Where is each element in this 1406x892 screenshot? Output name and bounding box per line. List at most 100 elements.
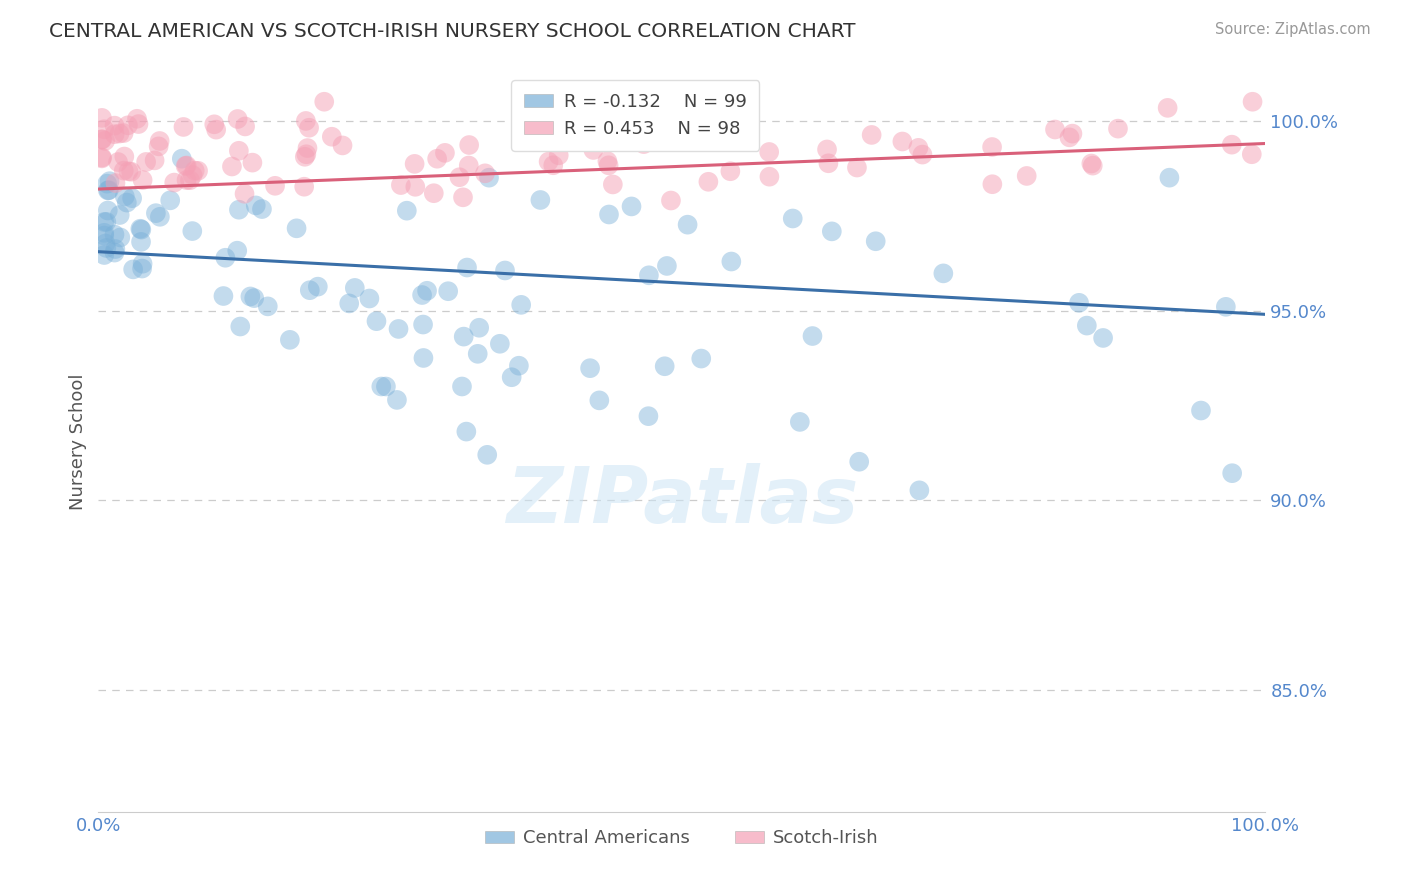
Point: [122, 262, 145, 277]
Point: [93, 215, 115, 229]
Point: [205, 122, 228, 136]
Point: [676, 218, 699, 232]
Point: [637, 409, 659, 424]
Text: CENTRAL AMERICAN VS SCOTCH-IRISH NURSERY SCHOOL CORRELATION CHART: CENTRAL AMERICAN VS SCOTCH-IRISH NURSERY…: [49, 22, 856, 41]
Point: [782, 211, 804, 226]
Point: [149, 210, 172, 224]
Point: [633, 137, 655, 152]
Point: [298, 120, 321, 135]
Point: [97, 183, 120, 197]
Point: [932, 266, 955, 280]
Point: [98, 174, 121, 188]
Point: [242, 155, 264, 169]
Point: [120, 164, 142, 178]
Point: [187, 163, 209, 178]
Text: ZIPatlas: ZIPatlas: [506, 463, 858, 539]
Point: [620, 199, 643, 213]
Point: [1059, 130, 1081, 145]
Point: [404, 179, 426, 194]
Point: [159, 194, 181, 208]
Point: [638, 268, 661, 283]
Point: [451, 190, 474, 204]
Point: [170, 152, 193, 166]
Point: [114, 189, 136, 203]
Point: [865, 234, 887, 248]
Point: [307, 279, 329, 293]
Point: [387, 322, 409, 336]
Point: [127, 117, 149, 131]
Point: [508, 359, 530, 373]
Point: [93, 248, 115, 262]
Point: [125, 112, 148, 126]
Point: [1240, 147, 1263, 161]
Point: [110, 230, 132, 244]
Point: [411, 288, 433, 302]
Point: [494, 263, 516, 277]
Point: [104, 242, 127, 256]
Point: [817, 156, 839, 170]
Point: [172, 120, 194, 134]
Point: [176, 159, 198, 173]
Point: [264, 178, 287, 193]
Point: [720, 254, 742, 268]
Text: Source: ZipAtlas.com: Source: ZipAtlas.com: [1215, 22, 1371, 37]
Point: [437, 284, 460, 298]
Point: [1081, 159, 1104, 173]
Point: [374, 379, 396, 393]
Point: [295, 114, 318, 128]
Point: [1076, 318, 1098, 333]
Point: [412, 318, 434, 332]
Point: [1215, 300, 1237, 314]
Point: [451, 379, 474, 393]
Point: [588, 393, 610, 408]
Point: [547, 148, 569, 162]
Point: [891, 135, 914, 149]
Point: [295, 147, 318, 161]
Point: [90, 151, 112, 165]
Legend: Central Americans, Scotch-Irish: Central Americans, Scotch-Irish: [478, 822, 886, 855]
Point: [112, 126, 135, 140]
Point: [758, 169, 780, 184]
Point: [1107, 121, 1129, 136]
Point: [243, 291, 266, 305]
Point: [607, 130, 630, 145]
Point: [115, 195, 138, 210]
Point: [117, 118, 139, 132]
Point: [226, 244, 249, 258]
Point: [860, 128, 883, 142]
Point: [179, 173, 201, 187]
Point: [598, 207, 620, 221]
Point: [537, 154, 560, 169]
Point: [108, 127, 131, 141]
Point: [908, 483, 931, 498]
Point: [96, 215, 118, 229]
Point: [94, 134, 117, 148]
Point: [582, 143, 605, 157]
Point: [453, 329, 475, 343]
Point: [477, 448, 499, 462]
Point: [148, 139, 170, 153]
Point: [1159, 170, 1181, 185]
Point: [94, 236, 117, 251]
Point: [174, 159, 197, 173]
Point: [1015, 169, 1038, 183]
Point: [285, 221, 308, 235]
Point: [121, 191, 143, 205]
Point: [129, 221, 152, 235]
Point: [149, 134, 172, 148]
Point: [370, 379, 392, 393]
Point: [107, 155, 129, 169]
Point: [131, 261, 153, 276]
Point: [176, 173, 198, 187]
Point: [416, 284, 439, 298]
Point: [433, 145, 456, 160]
Y-axis label: Nursery School: Nursery School: [69, 373, 87, 510]
Point: [135, 155, 157, 169]
Point: [457, 159, 479, 173]
Point: [579, 361, 602, 376]
Point: [474, 166, 496, 180]
Point: [848, 455, 870, 469]
Point: [90, 132, 112, 146]
Point: [233, 186, 256, 201]
Point: [456, 260, 478, 275]
